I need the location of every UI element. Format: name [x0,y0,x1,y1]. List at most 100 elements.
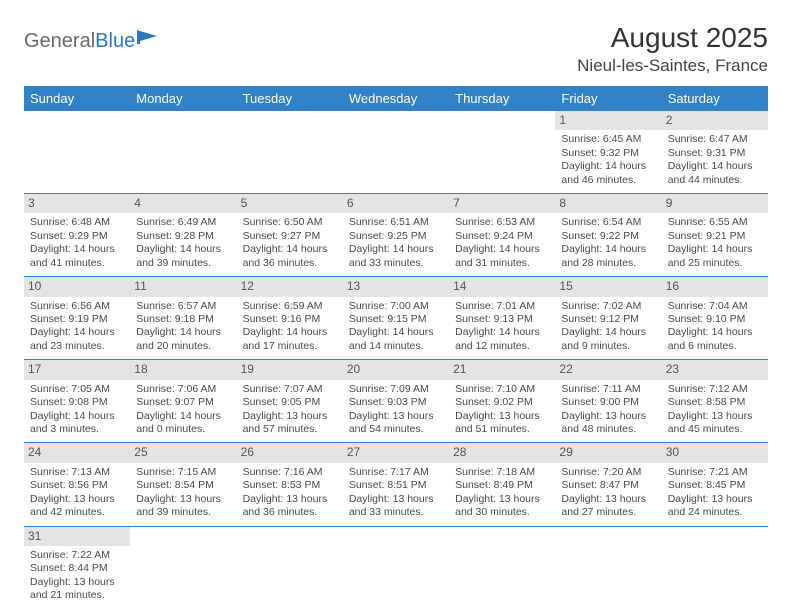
calendar-day-cell: 8Sunrise: 6:54 AMSunset: 9:22 PMDaylight… [555,194,661,277]
sunset-text: Sunset: 8:45 PM [668,479,762,492]
sunrise-text: Sunrise: 6:49 AM [136,216,230,229]
weekday-header-cell: Tuesday [237,86,343,111]
daylight-text: Daylight: 14 hours and 44 minutes. [668,160,762,187]
day-number: 31 [24,527,130,546]
day-number: 24 [24,443,130,462]
sunset-text: Sunset: 8:44 PM [30,562,124,575]
day-number: 2 [662,111,768,130]
calendar-empty-cell [237,526,343,609]
day-number: 18 [130,360,236,379]
sunset-text: Sunset: 9:16 PM [243,313,337,326]
location: Nieul-les-Saintes, France [577,56,768,76]
daylight-text: Daylight: 13 hours and 45 minutes. [668,410,762,437]
sunset-text: Sunset: 8:49 PM [455,479,549,492]
calendar-week-row: 31 Sunrise: 7:22 AMSunset: 8:44 PMDayligh… [24,526,768,609]
sunrise-text: Sunrise: 7:16 AM [243,466,337,479]
sunset-text: Sunset: 8:54 PM [136,479,230,492]
sunset-text: Sunset: 9:22 PM [561,230,655,243]
sunset-text: Sunset: 9:28 PM [136,230,230,243]
logo-text-1: General [24,30,95,53]
sunset-text: Sunset: 9:02 PM [455,396,549,409]
daylight-text: Daylight: 13 hours and 51 minutes. [455,410,549,437]
sunrise-text: Sunrise: 6:55 AM [668,216,762,229]
sunset-text: Sunset: 9:24 PM [455,230,549,243]
calendar-day-cell: 19Sunrise: 7:07 AMSunset: 9:05 PMDayligh… [237,360,343,443]
calendar-empty-cell [343,111,449,194]
daylight-text: Daylight: 14 hours and 46 minutes. [561,160,655,187]
logo-text-2: Blue [95,30,135,53]
sunset-text: Sunset: 9:25 PM [349,230,443,243]
sunset-text: Sunset: 9:19 PM [30,313,124,326]
calendar-day-cell: 20Sunrise: 7:09 AMSunset: 9:03 PMDayligh… [343,360,449,443]
title-block: August 2025 Nieul-les-Saintes, France [577,22,768,76]
day-number: 16 [662,277,768,296]
calendar-day-cell: 22Sunrise: 7:11 AMSunset: 9:00 PMDayligh… [555,360,661,443]
calendar-day-cell: 28 Sunrise: 7:18 AMSunset: 8:49 PMDayligh… [449,443,555,526]
sunrise-text: Sunrise: 6:47 AM [668,133,762,146]
day-number: 28 [449,443,555,462]
day-number: 7 [449,194,555,213]
day-number: 14 [449,277,555,296]
logo: GeneralBlue [24,28,159,54]
month-title: August 2025 [577,22,768,54]
calendar-day-cell: 14Sunrise: 7:01 AMSunset: 9:13 PMDayligh… [449,277,555,360]
day-number: 22 [555,360,661,379]
sunrise-text: Sunrise: 7:05 AM [30,383,124,396]
header: GeneralBlue August 2025 Nieul-les-Sainte… [24,22,768,76]
calendar-day-cell: 6Sunrise: 6:51 AMSunset: 9:25 PMDaylight… [343,194,449,277]
calendar-day-cell: 7Sunrise: 6:53 AMSunset: 9:24 PMDaylight… [449,194,555,277]
sunrise-text: Sunrise: 7:20 AM [561,466,655,479]
calendar-day-cell: 24Sunrise: 7:13 AMSunset: 8:56 PMDayligh… [24,443,130,526]
sunrise-text: Sunrise: 7:07 AM [243,383,337,396]
calendar-day-cell: 5Sunrise: 6:50 AMSunset: 9:27 PMDaylight… [237,194,343,277]
calendar-day-cell: 15Sunrise: 7:02 AMSunset: 9:12 PMDayligh… [555,277,661,360]
sunrise-text: Sunrise: 6:48 AM [30,216,124,229]
sunset-text: Sunset: 8:53 PM [243,479,337,492]
sunrise-text: Sunrise: 7:22 AM [30,549,124,562]
calendar-empty-cell [237,111,343,194]
sunrise-text: Sunrise: 7:10 AM [455,383,549,396]
calendar-day-cell: 9Sunrise: 6:55 AMSunset: 9:21 PMDaylight… [662,194,768,277]
sunset-text: Sunset: 8:51 PM [349,479,443,492]
flag-icon [137,28,159,44]
calendar-week-row: 10Sunrise: 6:56 AMSunset: 9:19 PMDayligh… [24,277,768,360]
weekday-header-cell: Sunday [24,86,130,111]
day-number: 4 [130,194,236,213]
calendar-week-row: 1Sunrise: 6:45 AMSunset: 9:32 PMDaylight… [24,111,768,194]
daylight-text: Daylight: 13 hours and 57 minutes. [243,410,337,437]
calendar-week-row: 17Sunrise: 7:05 AMSunset: 9:08 PMDayligh… [24,360,768,443]
day-number: 5 [237,194,343,213]
sunrise-text: Sunrise: 7:11 AM [561,383,655,396]
daylight-text: Daylight: 14 hours and 33 minutes. [349,243,443,270]
day-number: 23 [662,360,768,379]
weekday-header-cell: Wednesday [343,86,449,111]
calendar-day-cell: 16Sunrise: 7:04 AMSunset: 9:10 PMDayligh… [662,277,768,360]
day-number: 29 [555,443,661,462]
day-number: 9 [662,194,768,213]
calendar-day-cell: 26Sunrise: 7:16 AMSunset: 8:53 PMDayligh… [237,443,343,526]
sunrise-text: Sunrise: 7:12 AM [668,383,762,396]
calendar-empty-cell [24,111,130,194]
daylight-text: Daylight: 13 hours and 48 minutes. [561,410,655,437]
sunset-text: Sunset: 8:58 PM [668,396,762,409]
sunrise-text: Sunrise: 6:53 AM [455,216,549,229]
day-number: 3 [24,194,130,213]
daylight-text: Daylight: 13 hours and 30 minutes. [455,493,549,520]
daylight-text: Daylight: 13 hours and 39 minutes. [136,493,230,520]
sunrise-text: Sunrise: 6:59 AM [243,300,337,313]
calendar-day-cell: 25Sunrise: 7:15 AMSunset: 8:54 PMDayligh… [130,443,236,526]
daylight-text: Daylight: 14 hours and 14 minutes. [349,326,443,353]
daylight-text: Daylight: 13 hours and 54 minutes. [349,410,443,437]
sunrise-text: Sunrise: 6:54 AM [561,216,655,229]
sunset-text: Sunset: 9:29 PM [30,230,124,243]
day-number: 19 [237,360,343,379]
sunrise-text: Sunrise: 7:00 AM [349,300,443,313]
sunset-text: Sunset: 9:21 PM [668,230,762,243]
sunset-text: Sunset: 9:03 PM [349,396,443,409]
calendar-day-cell: 17Sunrise: 7:05 AMSunset: 9:08 PMDayligh… [24,360,130,443]
sunrise-text: Sunrise: 7:09 AM [349,383,443,396]
sunrise-text: Sunrise: 6:50 AM [243,216,337,229]
sunrise-text: Sunrise: 7:18 AM [455,466,549,479]
sunset-text: Sunset: 9:27 PM [243,230,337,243]
daylight-text: Daylight: 13 hours and 21 minutes. [30,576,124,603]
